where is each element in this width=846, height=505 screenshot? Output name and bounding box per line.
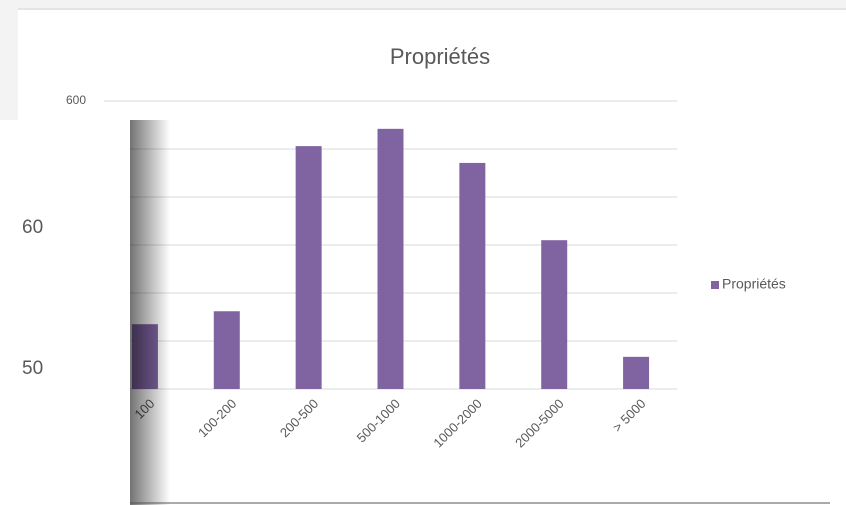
y-tick-label: 600 (66, 93, 86, 107)
overlay-label: 60 (22, 217, 43, 238)
bar (213, 311, 240, 389)
legend-label: Propriétés (722, 276, 786, 292)
legend-swatch (711, 281, 719, 289)
overlay-window: 60 50 (0, 120, 830, 505)
bar (377, 128, 404, 389)
overlay-label: 50 (22, 358, 43, 379)
chart-title: Propriétés (390, 44, 490, 69)
bar (295, 146, 322, 389)
bar (459, 162, 486, 389)
window-shadow (130, 120, 170, 505)
bar (541, 240, 568, 389)
window-panel (0, 120, 130, 505)
bar (623, 356, 650, 389)
